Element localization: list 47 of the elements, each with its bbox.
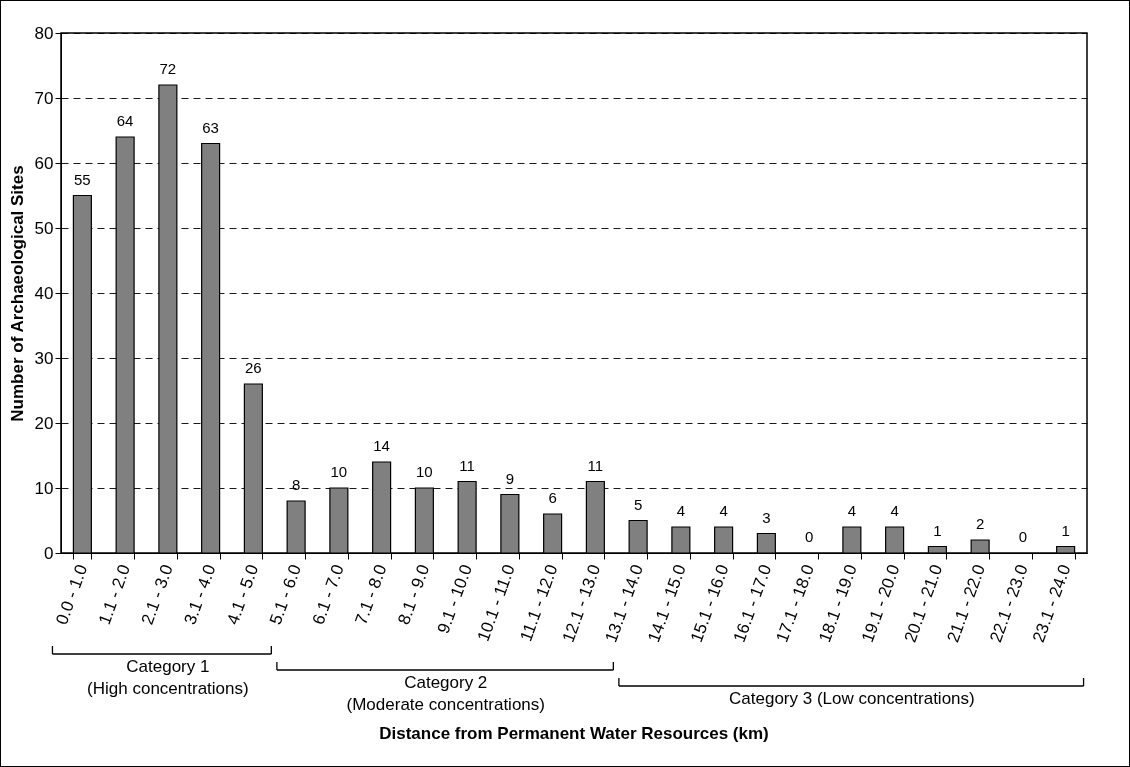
x-tick-label: 6.1 - 7.0	[308, 562, 348, 628]
y-tick-label: 0	[44, 543, 54, 563]
y-tick-label: 40	[34, 283, 54, 303]
data-label: 6	[548, 489, 557, 506]
x-tick-label: 2.1 - 3.0	[137, 562, 177, 628]
x-tick-label: 4.1 - 5.0	[223, 562, 263, 628]
data-label: 8	[291, 476, 301, 493]
data-label: 26	[245, 359, 262, 376]
y-tick-label: 80	[34, 23, 54, 43]
data-label: 11	[459, 456, 475, 474]
data-label: 0	[804, 528, 814, 545]
data-label: 0	[1018, 528, 1028, 545]
x-tick-label: 1.1 - 2.0	[94, 562, 135, 628]
data-label: 4	[847, 502, 857, 519]
y-tick-label: 60	[34, 153, 54, 173]
y-axis-title: Number of Archaeological Sites	[7, 165, 27, 422]
y-tick-label: 10	[34, 478, 54, 498]
data-label: 1	[1061, 521, 1070, 539]
data-label: 5	[633, 495, 643, 513]
data-label: 4	[676, 502, 686, 519]
text: Category 1 (High concentrations)	[87, 657, 249, 698]
data-label: 2	[975, 515, 985, 532]
data-label: 1	[933, 521, 942, 539]
x-tick-label: 8.1 - 9.0	[394, 562, 434, 628]
x-tick-label: 3.1 - 4.0	[180, 562, 220, 628]
x-tick-label: 7.1 - 8.0	[351, 562, 391, 628]
text: Category 2 (Moderate concentrations)	[346, 673, 545, 714]
x-tick-label: 5.1 - 6.0	[265, 562, 306, 628]
data-label: 4	[890, 502, 899, 519]
data-label: 14	[373, 437, 390, 454]
data-label: 64	[116, 112, 134, 129]
data-label: 10	[330, 463, 348, 480]
data-label: 9	[505, 469, 515, 487]
data-label: 55	[74, 170, 91, 188]
y-tick-label: 50	[34, 218, 54, 238]
data-label: 72	[159, 60, 177, 77]
y-tick-label: 30	[34, 348, 54, 368]
data-label: 4	[719, 502, 728, 519]
data-label: 10	[416, 463, 433, 480]
y-tick-label: 20	[34, 413, 54, 433]
data-label: 3	[762, 508, 771, 526]
x-tick-label: 0.0 - 1.0	[52, 562, 92, 628]
y-tick-label: 70	[34, 88, 54, 108]
x-axis-title: Distance from Permanent Water Resources (km)	[379, 724, 769, 743]
data-label: 11	[587, 456, 604, 474]
data-label: 63	[202, 118, 219, 136]
text: Category 3 (Low concentrations)	[729, 689, 975, 708]
